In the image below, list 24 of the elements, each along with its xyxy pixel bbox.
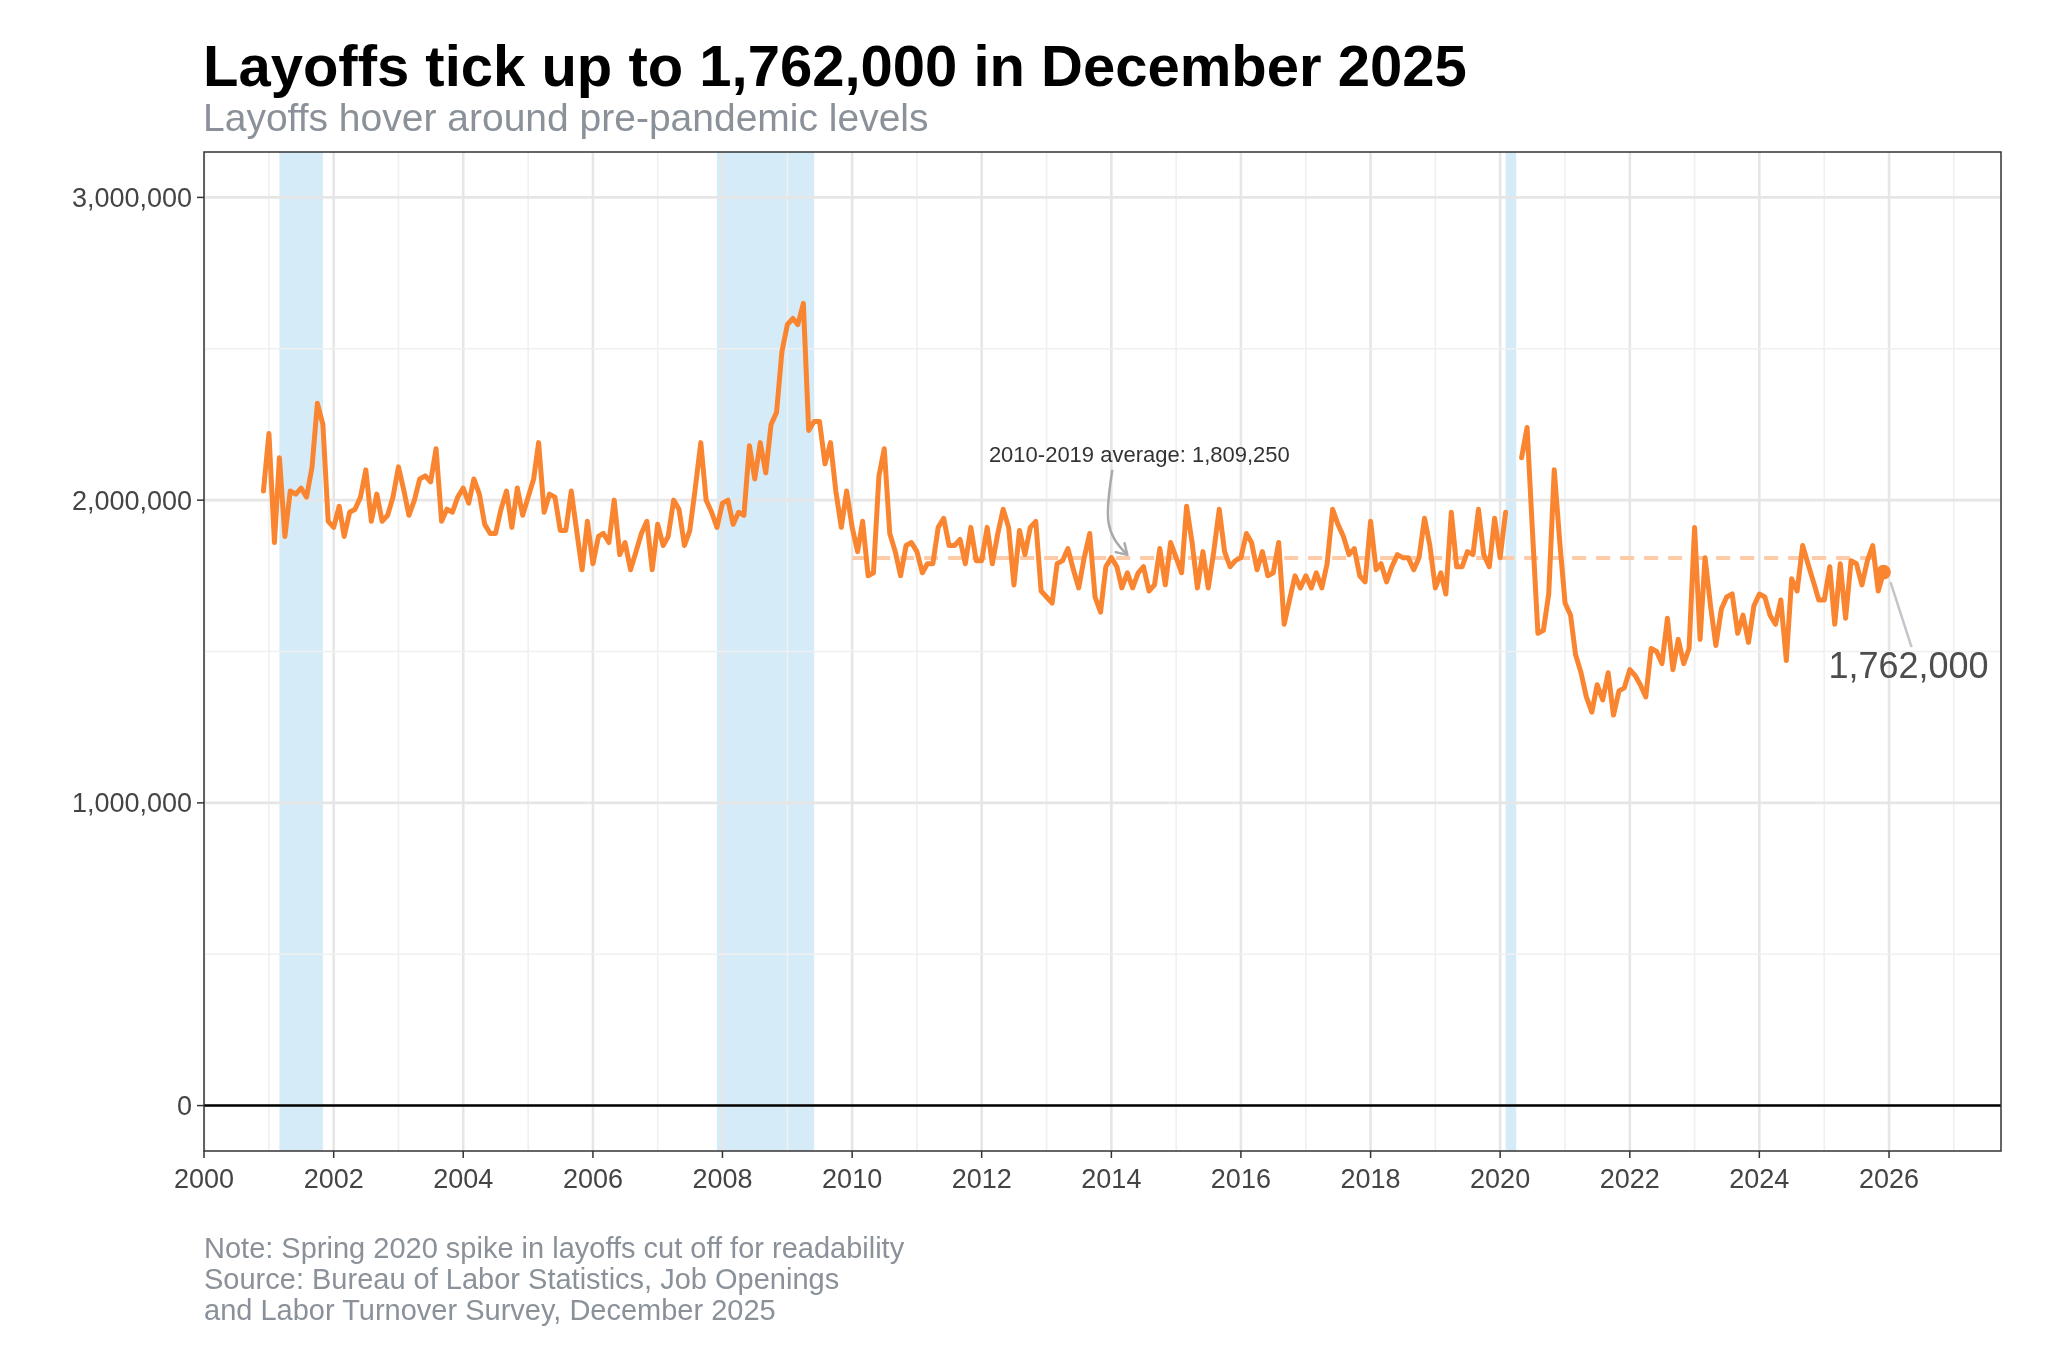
annotation: 2010-2019 average: 1,809,250 bbox=[988, 441, 1290, 467]
x-tick-label: 2022 bbox=[1599, 1164, 1660, 1194]
x-tick-label: 2010 bbox=[822, 1164, 883, 1194]
chart-title: Layoffs tick up to 1,762,000 in December 2025 bbox=[203, 33, 1467, 98]
x-tick-label: 2014 bbox=[1081, 1164, 1142, 1194]
x-tick-label: 2006 bbox=[562, 1164, 623, 1194]
x-tick-label: 2018 bbox=[1340, 1164, 1401, 1194]
text: and Labor Turnover Survey, December 2025 bbox=[204, 1294, 776, 1326]
y-tick-label: 2,000,000 bbox=[71, 485, 192, 516]
x-tick-label: 2008 bbox=[692, 1164, 753, 1194]
x-tick-label: 2016 bbox=[1210, 1164, 1271, 1194]
y-tick-label: 3,000,000 bbox=[71, 182, 192, 213]
x-tick-label: 2000 bbox=[173, 1164, 235, 1194]
annotation: 1,762,000 bbox=[1828, 645, 1989, 687]
x-tick-label: 2024 bbox=[1729, 1164, 1790, 1194]
source-note: Source: Bureau of Labor Statistics, Job Openings bbox=[204, 1263, 840, 1295]
text: Note: Spring 2020 spike in layoffs cut off for readability bbox=[204, 1232, 905, 1264]
x-tick-label: 2026 bbox=[1859, 1164, 1920, 1194]
x-tick-label: 2002 bbox=[303, 1164, 364, 1194]
x-tick-label: 2012 bbox=[951, 1164, 1012, 1194]
y-tick-label: 0 bbox=[176, 1091, 192, 1122]
x-tick-label: 2004 bbox=[433, 1164, 494, 1194]
x-tick-label: 2020 bbox=[1470, 1164, 1531, 1194]
y-tick-label: 1,000,000 bbox=[71, 788, 192, 819]
